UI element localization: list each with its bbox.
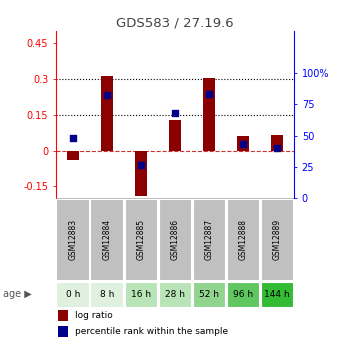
Text: 28 h: 28 h (165, 290, 185, 299)
Bar (67, 150, 79, 160)
Text: GSM12888: GSM12888 (239, 219, 247, 260)
Bar (91, 199, 123, 280)
Bar (261, 282, 293, 307)
Point (138, 162, 144, 167)
Point (172, 110, 178, 116)
Bar (91, 282, 123, 307)
Text: 96 h: 96 h (233, 290, 253, 299)
Bar (58, 326, 69, 337)
Bar (227, 199, 259, 280)
Bar (169, 119, 181, 150)
Text: age ▶: age ▶ (3, 289, 32, 299)
Bar (227, 282, 259, 307)
Text: log ratio: log ratio (75, 312, 113, 321)
Text: GSM12886: GSM12886 (170, 219, 179, 260)
Text: 144 h: 144 h (264, 290, 290, 299)
Bar (159, 199, 191, 280)
Point (206, 91, 212, 97)
Text: GSM12887: GSM12887 (204, 219, 214, 260)
Text: GSM12885: GSM12885 (136, 219, 145, 260)
Point (274, 146, 280, 151)
Bar (203, 78, 215, 150)
Text: percentile rank within the sample: percentile rank within the sample (75, 327, 228, 336)
Text: 52 h: 52 h (199, 290, 219, 299)
Point (70, 135, 75, 141)
Text: 8 h: 8 h (100, 290, 114, 299)
Bar (237, 136, 249, 150)
Title: GDS583 / 27.19.6: GDS583 / 27.19.6 (116, 17, 234, 30)
Bar (159, 282, 191, 307)
Text: GSM12883: GSM12883 (68, 219, 77, 260)
Bar (261, 199, 293, 280)
Text: GSM12884: GSM12884 (102, 219, 111, 260)
Bar (135, 150, 147, 196)
Bar (124, 199, 157, 280)
Bar (56, 282, 89, 307)
Text: 16 h: 16 h (131, 290, 151, 299)
Bar (58, 310, 69, 321)
Text: GSM12889: GSM12889 (272, 219, 282, 260)
Bar (271, 135, 283, 150)
Bar (124, 282, 157, 307)
Point (104, 93, 110, 98)
Bar (193, 199, 225, 280)
Bar (101, 77, 113, 150)
Point (240, 142, 246, 147)
Bar (56, 199, 89, 280)
Bar (193, 282, 225, 307)
Text: 0 h: 0 h (66, 290, 80, 299)
